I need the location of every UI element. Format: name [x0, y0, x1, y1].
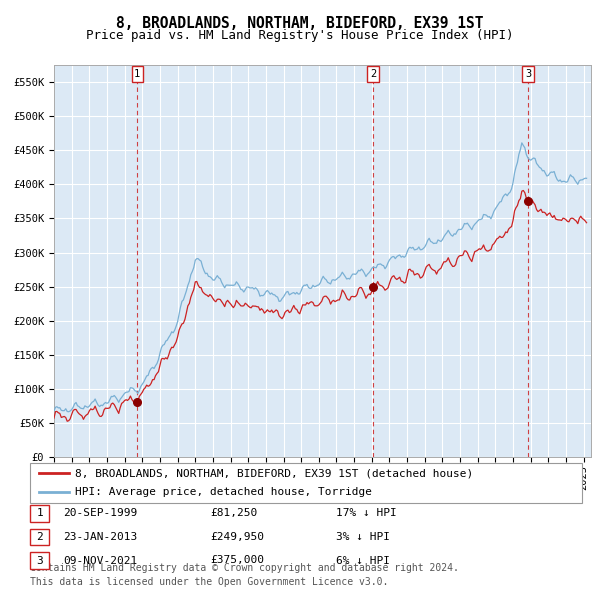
- Text: Contains HM Land Registry data © Crown copyright and database right 2024.
This d: Contains HM Land Registry data © Crown c…: [30, 563, 459, 587]
- Text: 6% ↓ HPI: 6% ↓ HPI: [336, 556, 390, 565]
- Text: 3: 3: [36, 556, 43, 565]
- Text: 8, BROADLANDS, NORTHAM, BIDEFORD, EX39 1ST: 8, BROADLANDS, NORTHAM, BIDEFORD, EX39 1…: [116, 16, 484, 31]
- Text: HPI: Average price, detached house, Torridge: HPI: Average price, detached house, Torr…: [75, 487, 372, 497]
- Text: 2: 2: [370, 69, 376, 79]
- Text: 2: 2: [36, 532, 43, 542]
- Text: 20-SEP-1999: 20-SEP-1999: [63, 509, 137, 518]
- Text: 17% ↓ HPI: 17% ↓ HPI: [336, 509, 397, 518]
- Text: £81,250: £81,250: [210, 509, 257, 518]
- Text: 3: 3: [525, 69, 531, 79]
- Text: 09-NOV-2021: 09-NOV-2021: [63, 556, 137, 565]
- Text: £249,950: £249,950: [210, 532, 264, 542]
- Text: 1: 1: [36, 509, 43, 518]
- Text: 23-JAN-2013: 23-JAN-2013: [63, 532, 137, 542]
- Text: £375,000: £375,000: [210, 556, 264, 565]
- Text: 8, BROADLANDS, NORTHAM, BIDEFORD, EX39 1ST (detached house): 8, BROADLANDS, NORTHAM, BIDEFORD, EX39 1…: [75, 468, 473, 478]
- Text: 1: 1: [134, 69, 140, 79]
- Text: Price paid vs. HM Land Registry's House Price Index (HPI): Price paid vs. HM Land Registry's House …: [86, 30, 514, 42]
- Text: 3% ↓ HPI: 3% ↓ HPI: [336, 532, 390, 542]
